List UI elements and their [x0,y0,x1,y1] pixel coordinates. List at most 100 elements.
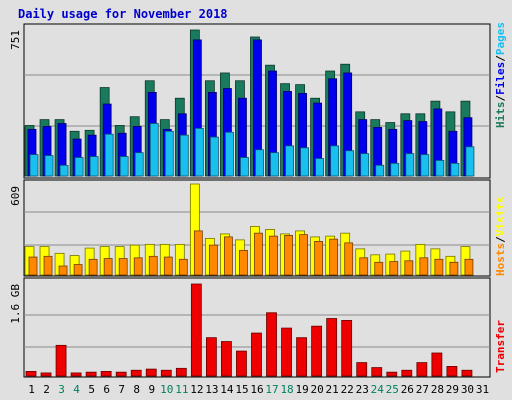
x-tick-label: 6 [103,383,110,396]
pages-bar [330,145,340,177]
hosts-bar [178,258,188,276]
side-legend-part: Pages [494,22,507,55]
hosts-bar [73,264,83,276]
y-max-label-daily-hits-files-pages: 751 [9,30,22,50]
x-tick-label: 14 [220,383,234,396]
hosts-bar [254,232,263,276]
x-tick-label: 15 [235,383,248,396]
pages-bar [119,156,129,177]
x-tick-label: 4 [73,383,80,396]
x-tick-label: 3 [58,383,65,396]
hosts-bar [163,256,173,276]
transfer-bar [175,367,187,377]
hosts-bar [314,240,324,276]
side-legend-part: Visits [494,197,507,237]
transfer-bar [55,344,67,377]
transfer-bar [40,372,52,377]
hosts-bar [133,257,143,276]
hosts-bar [404,260,414,276]
hosts-bar [103,258,113,276]
hosts-bar [284,235,293,276]
pages-bar [225,131,234,177]
x-tick-label: 25 [386,383,399,396]
pages-bar [285,145,294,177]
side-legend-part: Files [494,62,507,95]
side-legend-daily-visits-hosts: Hosts/Visits [494,197,507,277]
side-legend-daily-transfer: Transfer [494,320,507,373]
transfer-bar [356,362,368,377]
y-max-label-daily-visits-hosts: 609 [9,186,22,206]
pages-bar [255,149,264,177]
x-tick-label: 16 [250,383,263,396]
transfer-bar [70,372,82,377]
hosts-bar [148,255,158,276]
hosts-bar [299,234,308,276]
x-tick-label: 27 [416,383,429,396]
x-tick-label: 10 [160,383,173,396]
hosts-bar [389,261,399,276]
x-tick-label: 7 [118,383,125,396]
transfer-bar [130,369,142,377]
side-legend-part: / [494,55,507,62]
hosts-bar [329,238,339,276]
side-legend-part: Hits [494,102,507,129]
pages-bar [360,153,370,177]
pages-bar [420,154,430,177]
x-tick-label: 12 [190,383,203,396]
pages-bar [134,152,144,177]
x-tick-label: 17 [265,383,278,396]
hosts-bar [88,258,98,276]
x-tick-label: 29 [446,383,459,396]
transfer-bar [281,327,292,377]
pages-bar [194,127,204,177]
hosts-bar [208,244,218,276]
x-tick-label: 31 [476,383,489,396]
transfer-bar [401,369,413,377]
pages-bar [315,158,325,177]
pages-bar [465,146,475,177]
transfer-bar [205,337,217,377]
hosts-bar [359,257,369,276]
pages-bar [104,133,114,177]
side-legend-part: Transfer [494,320,507,373]
x-tick-label: 5 [88,383,95,396]
transfer-bar [251,332,262,377]
pages-bar [89,156,99,177]
transfer-bar [446,366,458,377]
transfer-bar [100,370,112,377]
hosts-bar [28,256,38,276]
transfer-bar [386,371,398,377]
chart-title: Daily usage for November 2018 [18,7,228,21]
hosts-bar [224,236,233,276]
x-tick-label: 13 [205,383,218,396]
hosts-bar [419,257,429,276]
hosts-bar [449,261,459,276]
transfer-bar [25,370,37,377]
x-tick-label: 18 [280,383,293,396]
pages-bar [164,130,174,177]
x-tick-label: 2 [43,383,50,396]
x-tick-label: 28 [431,383,444,396]
transfer-bar [416,362,428,377]
transfer-bar [341,320,353,377]
x-tick-label: 11 [175,383,188,396]
pages-bar [44,155,54,177]
pages-bar [300,147,309,177]
hosts-bar [58,265,68,276]
y-max-label-daily-transfer: 1.6 GB [9,284,22,324]
x-tick-label: 22 [341,383,354,396]
pages-bar [270,152,279,177]
side-legend-part: / [494,236,507,243]
x-tick-label: 1 [28,383,35,396]
pages-bar [240,157,249,177]
transfer-bar [85,371,97,377]
transfer-bar [236,350,247,377]
side-legend-daily-hits-files-pages: Hits/Files/Pages [494,22,507,128]
pages-bar [450,162,460,177]
transfer-bar [190,283,202,377]
hosts-bar [464,258,474,276]
hosts-bar [43,255,53,276]
pages-bar [74,157,84,177]
transfer-bar [266,312,277,377]
